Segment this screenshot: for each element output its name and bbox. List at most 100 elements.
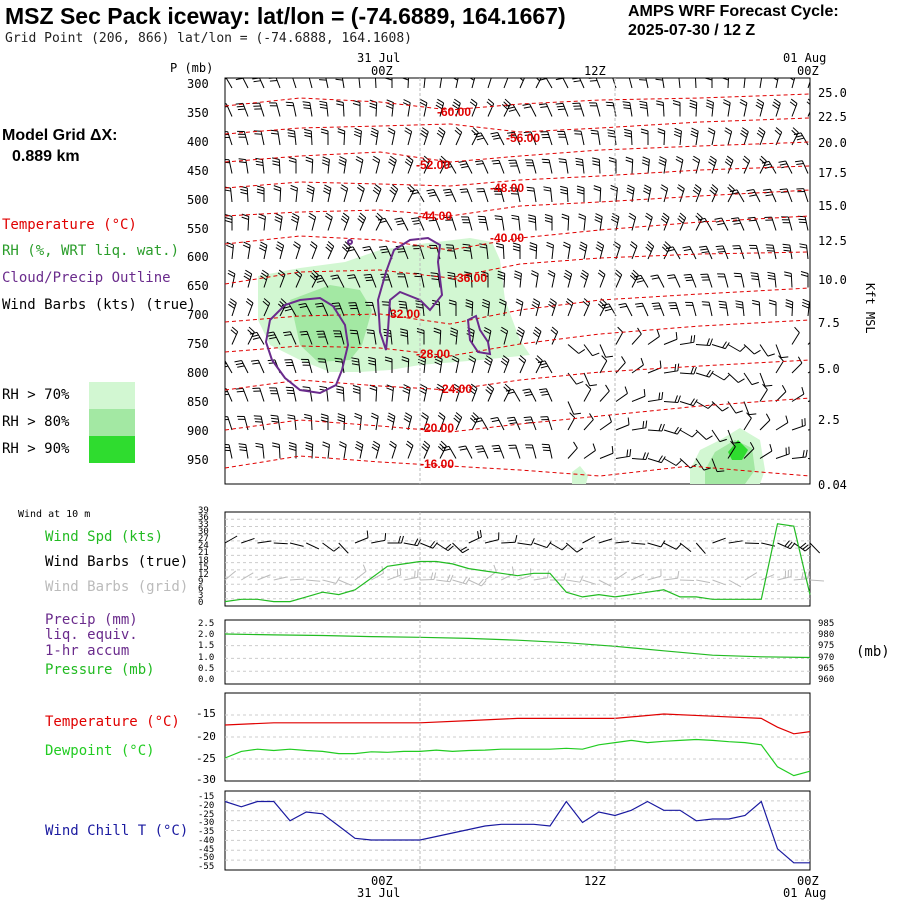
wind-barb — [555, 102, 569, 117]
wind-barb — [721, 78, 730, 89]
wind-barb — [234, 360, 249, 374]
wind-barb-grid — [712, 579, 726, 586]
wind-barb-true — [387, 535, 404, 544]
wind-barb-grid — [419, 572, 437, 581]
wind-barb — [411, 217, 425, 231]
wind-speed-tick-label: 12 — [198, 569, 209, 580]
wind-barb — [800, 271, 809, 288]
rh-area-70c — [572, 466, 588, 484]
wind-barb — [678, 78, 681, 89]
bottom-date-2: 01 Aug — [783, 886, 827, 900]
wind-barb — [685, 301, 697, 317]
wind-barb — [578, 213, 586, 231]
wind-barb — [704, 78, 713, 88]
wind-barb — [294, 269, 303, 288]
wind-barb — [689, 99, 698, 117]
wind-barb — [625, 156, 634, 174]
wind-barb — [613, 241, 621, 260]
wind-barb — [374, 78, 377, 89]
wind-barb — [555, 78, 569, 89]
wind-barb — [588, 78, 601, 89]
wind-barb — [274, 213, 283, 231]
top-hour-3: 00Z — [797, 64, 819, 78]
rh-area-90b — [728, 440, 748, 460]
wind-barb — [249, 331, 265, 345]
wind-barb — [775, 355, 784, 374]
precip-tick-label: 0.5 — [198, 663, 215, 674]
wind-barb — [572, 78, 585, 89]
temperature-contour-label: -32.00 — [386, 307, 420, 321]
wind-barb — [491, 444, 505, 459]
wind-barb — [370, 412, 379, 431]
wind-barb — [426, 189, 441, 203]
wind-barb — [405, 440, 414, 459]
wind-barb — [523, 131, 537, 146]
wind-barb — [285, 101, 297, 117]
wind-barb — [695, 429, 713, 440]
wind-barb — [668, 302, 681, 317]
wind-panel-header: Wind at 10 m — [18, 509, 91, 520]
wind-barb — [225, 159, 233, 174]
wind-barb — [631, 420, 648, 431]
wind-barb — [583, 443, 596, 459]
wind-barb — [436, 383, 445, 402]
wind-barb — [493, 187, 505, 203]
wind-barb — [531, 298, 541, 317]
wind-barb — [775, 344, 789, 359]
wind-barb — [404, 127, 413, 146]
wind-barb-grid — [566, 575, 584, 583]
wind-barb — [384, 78, 393, 88]
temperature-contour-label: -24.00 — [438, 382, 472, 396]
wind-barb — [441, 160, 457, 174]
wind-barb-grid — [436, 574, 454, 583]
wind-barb — [562, 241, 571, 260]
wind-barb — [727, 429, 741, 444]
wind-barb — [692, 184, 702, 203]
wind-barb — [590, 129, 601, 146]
wind-barb — [453, 412, 463, 431]
wind-speed-tick-label: 33 — [198, 520, 209, 531]
model-grid-label: Model Grid ΔX: — [2, 127, 118, 144]
wind-barb — [791, 356, 803, 374]
temperature-contour-label: -36.00 — [453, 271, 487, 285]
wind-barb — [481, 298, 490, 317]
wind-barb — [618, 303, 633, 317]
wind-barb — [759, 413, 771, 431]
wind-barb — [518, 355, 527, 374]
wind-barb — [567, 412, 576, 431]
wind-barb — [665, 246, 681, 260]
wind-barb — [225, 360, 233, 374]
wind-barb — [301, 358, 313, 374]
wind-barb — [320, 413, 329, 430]
wind-barb — [317, 358, 329, 374]
wind-barb — [507, 416, 521, 431]
wind-barb — [580, 269, 589, 288]
wind-barb — [543, 186, 553, 203]
wind-barb — [335, 78, 345, 89]
wind-barb — [655, 78, 665, 89]
wind-barb — [448, 299, 457, 316]
wind-barb-grid — [631, 573, 645, 581]
wind-barb — [755, 98, 765, 117]
wind-barb-grid — [322, 576, 341, 584]
precip-tick-label: 0.0 — [198, 675, 215, 685]
wind-barb — [594, 213, 603, 231]
label-temperature: Temperature (°C) — [45, 714, 180, 730]
wind-barb — [485, 383, 495, 402]
wind-barb — [595, 241, 605, 260]
wind-barb-grid — [240, 572, 254, 581]
wind-barb — [340, 184, 349, 203]
wind-barb-grid — [728, 579, 742, 588]
bottom-hour-3: 00Z — [797, 874, 819, 888]
wind-barb — [614, 269, 623, 288]
wind-barb — [353, 127, 362, 146]
wind-barb — [235, 78, 249, 89]
wind-barb — [508, 159, 521, 174]
height-tick-label: 10.0 — [818, 273, 847, 287]
label-pressure-unit: (mb) — [856, 644, 890, 660]
wind-barb — [357, 212, 367, 231]
temperature-contour-line — [225, 455, 810, 477]
wind-barb — [695, 369, 714, 378]
wind-barb — [507, 131, 521, 146]
wind-barb — [550, 326, 559, 345]
